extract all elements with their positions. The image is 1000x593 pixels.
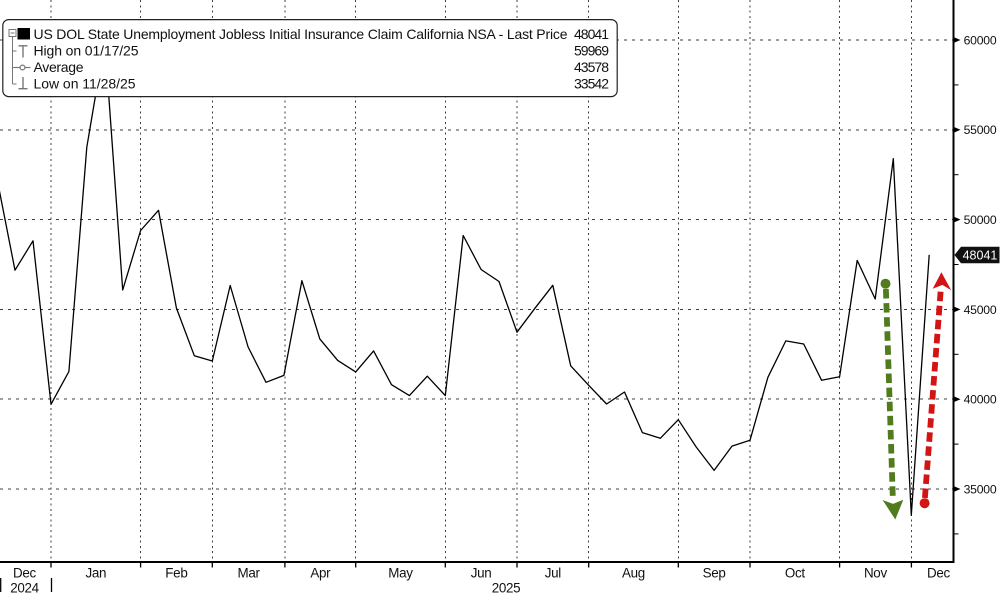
- svg-text:40000: 40000: [964, 393, 997, 407]
- svg-text:Jul: Jul: [545, 566, 562, 581]
- svg-text:Mar: Mar: [238, 566, 261, 581]
- svg-text:Oct: Oct: [785, 566, 806, 581]
- svg-text:Jan: Jan: [85, 566, 106, 581]
- svg-text:Average: Average: [34, 59, 84, 75]
- svg-text:48041: 48041: [963, 249, 998, 263]
- svg-text:43578: 43578: [574, 59, 609, 75]
- svg-text:50000: 50000: [964, 213, 997, 227]
- svg-text:Low on 11/28/25: Low on 11/28/25: [34, 76, 136, 92]
- svg-text:2025: 2025: [492, 580, 521, 593]
- svg-text:33542: 33542: [574, 76, 609, 92]
- svg-text:59969: 59969: [574, 43, 609, 59]
- svg-text:Dec: Dec: [13, 566, 37, 581]
- svg-text:Sep: Sep: [703, 566, 726, 581]
- svg-text:Aug: Aug: [622, 566, 645, 581]
- svg-text:45000: 45000: [964, 303, 997, 317]
- svg-text:Jun: Jun: [471, 566, 492, 581]
- svg-text:Dec: Dec: [927, 566, 951, 581]
- svg-text:2024: 2024: [10, 580, 39, 593]
- svg-text:Apr: Apr: [310, 566, 331, 581]
- svg-text:US DOL State Unemployment Jobl: US DOL State Unemployment Jobless Initia…: [34, 26, 568, 42]
- svg-text:48041: 48041: [574, 26, 609, 42]
- svg-text:Nov: Nov: [864, 566, 888, 581]
- svg-text:High on 01/17/25: High on 01/17/25: [34, 43, 139, 59]
- svg-text:35000: 35000: [964, 482, 997, 496]
- svg-text:60000: 60000: [964, 33, 997, 47]
- svg-text:55000: 55000: [964, 123, 997, 137]
- svg-text:May: May: [388, 566, 413, 581]
- svg-text:Feb: Feb: [165, 566, 187, 581]
